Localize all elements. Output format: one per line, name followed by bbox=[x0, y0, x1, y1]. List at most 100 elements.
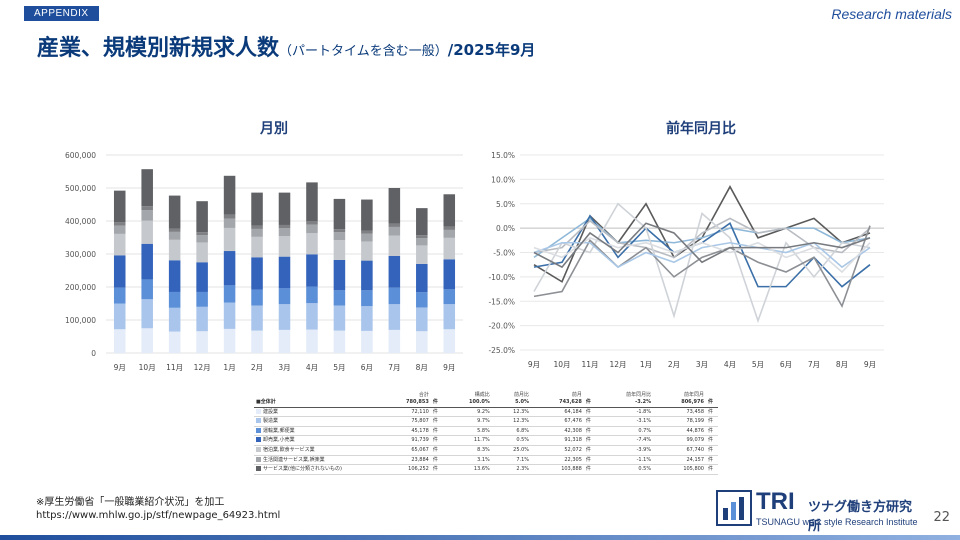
line-series bbox=[533, 236, 871, 274]
bar-segment bbox=[333, 198, 346, 230]
bar-segment bbox=[223, 218, 236, 228]
cell-total: 65,067 bbox=[378, 445, 431, 456]
line-x-tick: 3月 bbox=[696, 360, 708, 369]
bar-segment bbox=[443, 304, 456, 330]
bar-segment bbox=[388, 188, 401, 224]
bar-segment bbox=[388, 235, 401, 256]
bar-segment bbox=[113, 303, 126, 330]
row-label-text: 運輸業,郵便業 bbox=[263, 427, 295, 434]
cell-share: 3.1% bbox=[442, 455, 492, 466]
footer-bar bbox=[0, 535, 960, 540]
bar-segment bbox=[168, 291, 181, 308]
research-materials-label: Research materials bbox=[831, 6, 952, 22]
table-row: 運輸業,郵便業 45,178 件 5.8% 6.8% 42,308 件 0.7% 44,876 件 bbox=[254, 426, 718, 437]
industry-table: 合計 構成比 前月比 前月 前年同月比 前年同月 ■全体計 780,853 件 100… bbox=[254, 390, 718, 475]
bar-segment bbox=[251, 236, 263, 258]
table-row: 建設業 72,110 件 9.2% 12.3% 64,184 件 -1.8% 73,458 件 bbox=[254, 407, 718, 418]
bar-segment bbox=[251, 228, 263, 237]
cell-unit: 件 bbox=[583, 445, 596, 456]
logo-tri-text: TRI bbox=[756, 488, 795, 515]
row-label-text: 卸売業,小売業 bbox=[263, 437, 295, 444]
bar-segment bbox=[306, 182, 318, 222]
table-row: ■全体計 780,853 件 100.0% 5.0% 743,628 件 -3.2% 806,9… bbox=[254, 398, 718, 408]
cell-prev: 52,072 bbox=[531, 445, 584, 456]
bar-segment bbox=[333, 290, 346, 306]
row-label-text: 製造業 bbox=[263, 418, 279, 425]
cell-unit: 件 bbox=[430, 435, 443, 446]
yoy-line-chart: -25.0% -20.0% -15.0% -10.0% -5.0% 0.0% 5.0% 10.… bbox=[488, 151, 884, 369]
bar-segment bbox=[443, 259, 456, 290]
th-share: 構成比 bbox=[474, 391, 490, 398]
bar-segment bbox=[223, 175, 236, 215]
bar-segment bbox=[361, 199, 373, 231]
cell-unit: 件 bbox=[430, 445, 443, 456]
bar-segment bbox=[388, 255, 401, 288]
cell-yoy: -1.1% bbox=[595, 455, 654, 466]
th-total: 合計 bbox=[418, 391, 429, 398]
bar-segment bbox=[278, 224, 291, 229]
bar-segment bbox=[196, 232, 208, 236]
bar-segment bbox=[141, 169, 153, 207]
cell-mom: 25.0% bbox=[491, 445, 532, 456]
cell-mom: 7.1% bbox=[491, 455, 532, 466]
cell-yoy: -7.4% bbox=[595, 435, 654, 446]
bar-segment bbox=[113, 287, 126, 304]
cell-yoy: -3.9% bbox=[595, 445, 654, 456]
cell-total: 75,807 bbox=[378, 416, 431, 427]
row-label-text: 建設業 bbox=[263, 408, 279, 415]
bar-segment bbox=[113, 233, 126, 256]
cell-share: 100.0% bbox=[442, 398, 492, 408]
bar-segment bbox=[251, 330, 263, 353]
line-x-tick: 7月 bbox=[808, 360, 820, 369]
logo-emblem-icon bbox=[716, 490, 752, 526]
table-row: 卸売業,小売業 91,739 件 11.7% 0.5% 91,318 件 -7.4% 99,07… bbox=[254, 435, 718, 446]
cell-total: 780,853 bbox=[378, 398, 431, 408]
bar-x-tick: 1月 bbox=[223, 363, 235, 372]
cell-unit: 件 bbox=[430, 464, 443, 475]
cell-prev-year: 67,740 bbox=[653, 445, 706, 456]
bar-segment bbox=[416, 292, 428, 308]
bar-x-tick: 7月 bbox=[388, 363, 400, 372]
bar-x-tick: 5月 bbox=[333, 363, 345, 372]
bar-segment bbox=[361, 260, 373, 291]
bar-segment bbox=[278, 256, 291, 289]
bar-segment bbox=[416, 331, 428, 353]
bar-x-tick: 3月 bbox=[278, 363, 290, 372]
line-x-tick: 5月 bbox=[752, 360, 764, 369]
line-y-tick: 10.0% bbox=[491, 175, 515, 184]
bar-segment bbox=[443, 289, 456, 305]
bar-segment bbox=[388, 226, 401, 236]
source-url[interactable]: https://www.mhlw.go.jp/stf/newpage_64923… bbox=[36, 510, 281, 521]
bar-segment bbox=[306, 286, 318, 304]
bar-segment bbox=[251, 225, 263, 229]
bar-segment bbox=[196, 242, 208, 263]
bar-segment bbox=[251, 192, 263, 226]
cell-unit: 件 bbox=[583, 426, 596, 437]
cell-prev-year: 806,976 bbox=[653, 398, 706, 408]
cell-unit: 件 bbox=[430, 455, 443, 466]
bar-segment bbox=[278, 192, 291, 225]
bar-segment bbox=[306, 329, 318, 353]
bar-segment bbox=[168, 231, 181, 240]
bar-segment bbox=[416, 238, 428, 246]
logo-en-text: TSUNAGU work style Research Institute bbox=[756, 517, 918, 527]
cell-prev-year: 24,157 bbox=[653, 455, 706, 466]
bar-segment bbox=[278, 236, 291, 257]
line-x-tick: 10月 bbox=[553, 360, 570, 369]
bar-segment bbox=[333, 305, 346, 331]
line-x-tick: 4月 bbox=[724, 360, 736, 369]
bar-segment bbox=[196, 331, 208, 353]
cell-total: 91,739 bbox=[378, 435, 431, 446]
cell-unit: 件 bbox=[583, 464, 596, 475]
bar-x-tick: 2月 bbox=[251, 363, 263, 372]
row-swatch bbox=[256, 437, 261, 443]
bar-segment bbox=[443, 229, 456, 238]
line-y-tick: 15.0% bbox=[491, 151, 515, 160]
cell-total: 72,110 bbox=[378, 407, 431, 418]
cell-unit: 件 bbox=[706, 445, 718, 456]
row-swatch bbox=[256, 408, 261, 414]
line-x-tick: 11月 bbox=[581, 360, 598, 369]
table-row: 生活関連サービス業,娯楽業 23,884 件 3.1% 7.1% 22,305 件 -1.1%… bbox=[254, 455, 718, 466]
bar-segment bbox=[443, 194, 456, 227]
bar-segment bbox=[141, 210, 153, 221]
